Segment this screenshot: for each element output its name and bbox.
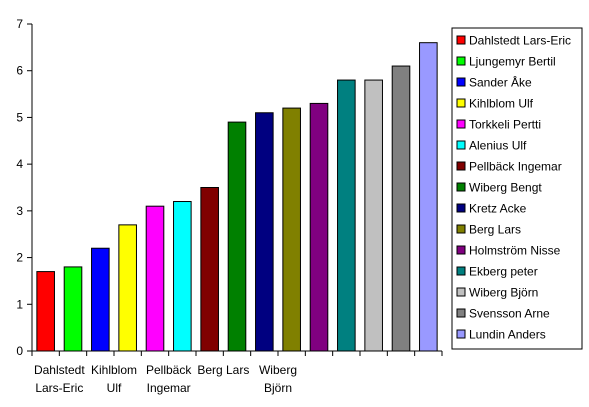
bars bbox=[36, 42, 438, 352]
y-tick-label: 3 bbox=[16, 204, 23, 218]
bar bbox=[337, 79, 356, 352]
legend-swatch bbox=[456, 287, 466, 297]
legend-label: Ljungemyr Bertil bbox=[469, 55, 556, 69]
x-tick-label-line2: Björn bbox=[264, 381, 292, 395]
bar bbox=[173, 201, 192, 352]
y-tick-label: 5 bbox=[16, 110, 23, 124]
legend-swatch bbox=[456, 35, 466, 45]
x-tick-label: Dahlstedt bbox=[34, 363, 85, 377]
y-tick-label: 2 bbox=[16, 251, 23, 265]
legend: Dahlstedt Lars-Eric Ljungemyr Bertil Sande… bbox=[451, 27, 583, 350]
y-tick-label: 4 bbox=[16, 157, 23, 171]
legend-swatch bbox=[456, 329, 466, 339]
legend-label: Ekberg peter bbox=[469, 265, 538, 279]
legend-swatch bbox=[456, 119, 466, 129]
y-tick-label: 6 bbox=[16, 64, 23, 78]
y-tick-label: 7 bbox=[16, 17, 23, 31]
y-tick-label: 1 bbox=[16, 297, 23, 311]
bar bbox=[282, 107, 301, 352]
legend-label: Kretz Acke bbox=[469, 202, 527, 216]
legend-label: Kihlblom Ulf bbox=[469, 97, 534, 111]
legend-label: Lundin Anders bbox=[469, 328, 546, 342]
x-axis-labels: Dahlstedt Lars-Eric Kihlblom Ulf Pellbäck Ing… bbox=[34, 363, 297, 395]
x-tick-label-line2: Ulf bbox=[107, 381, 122, 395]
x-tick-label: Kihlblom bbox=[91, 363, 137, 377]
bar bbox=[118, 224, 137, 352]
x-tick-label: Wiberg bbox=[259, 363, 297, 377]
legend-label: Wiberg Bengt bbox=[469, 181, 542, 195]
legend-label: Svensson Arne bbox=[469, 307, 550, 321]
bar bbox=[255, 112, 274, 352]
legend-swatch bbox=[456, 203, 466, 213]
legend-swatch bbox=[456, 308, 466, 318]
bar bbox=[145, 205, 165, 352]
bar bbox=[63, 266, 83, 352]
legend-label: Torkkeli Pertti bbox=[469, 118, 541, 132]
legend-label: Wiberg Björn bbox=[469, 286, 538, 300]
legend-swatch bbox=[456, 266, 466, 276]
legend-label: Pellbäck Ingemar bbox=[469, 160, 562, 174]
y-axis-ticks: 0 1 2 3 4 5 6 7 bbox=[16, 17, 32, 358]
legend-label: Dahlstedt Lars-Eric bbox=[469, 34, 571, 48]
legend-swatch bbox=[456, 182, 466, 192]
x-tick-label: Pellbäck bbox=[146, 363, 192, 377]
legend-label: Berg Lars bbox=[469, 223, 521, 237]
legend-swatch bbox=[456, 161, 466, 171]
bar bbox=[91, 247, 110, 352]
legend-label: Holmström Nisse bbox=[469, 244, 561, 258]
bar bbox=[391, 65, 411, 352]
legend-box bbox=[451, 27, 583, 350]
y-tick-label: 0 bbox=[16, 344, 23, 358]
x-tick-label: Berg Lars bbox=[197, 363, 249, 377]
legend-swatch bbox=[456, 140, 466, 150]
axes bbox=[31, 24, 443, 356]
bar bbox=[309, 102, 329, 352]
bar bbox=[227, 121, 247, 352]
legend-swatch bbox=[456, 77, 466, 87]
x-tick-label-line2: Lars-Eric bbox=[35, 381, 83, 395]
legend-swatch bbox=[456, 98, 466, 108]
legend-swatch bbox=[456, 245, 466, 255]
legend-swatch bbox=[456, 224, 466, 234]
legend-swatch bbox=[456, 56, 466, 66]
bar bbox=[200, 187, 219, 352]
legend-label: Sander Åke bbox=[469, 75, 532, 90]
bar bbox=[36, 271, 55, 352]
legend-label: Alenius Ulf bbox=[469, 139, 527, 153]
bar bbox=[364, 79, 383, 352]
x-tick-label-line2: Ingemar bbox=[147, 381, 191, 395]
bar bbox=[419, 42, 438, 352]
